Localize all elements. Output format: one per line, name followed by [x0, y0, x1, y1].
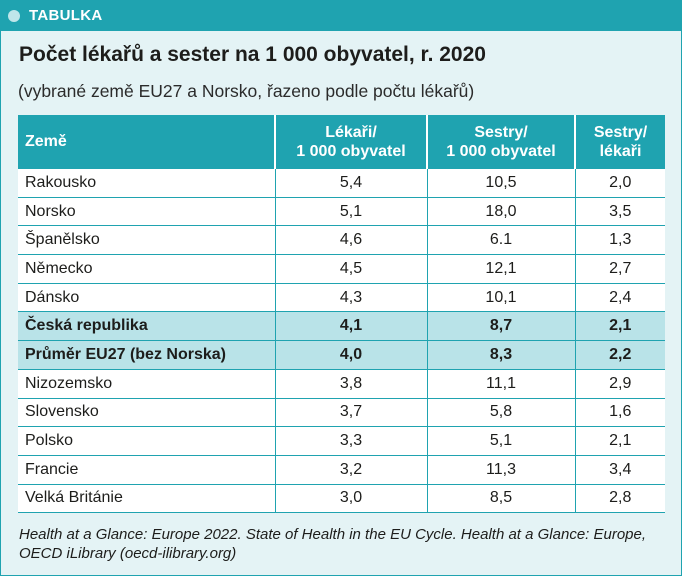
- cell-ratio: 2,2: [574, 340, 665, 370]
- cell-ratio: 2,8: [574, 483, 665, 514]
- hexagon-icon: [8, 10, 20, 22]
- cell-doctors: 3,7: [274, 397, 427, 427]
- cell-country: Německo: [18, 254, 275, 284]
- cell-doctors: 3,3: [274, 426, 427, 456]
- cell-doctors: 3,8: [274, 368, 427, 398]
- cell-doctors: 4,1: [274, 311, 427, 341]
- cell-ratio: 2,7: [574, 254, 665, 284]
- cell-ratio: 2,1: [574, 426, 665, 456]
- cell-ratio: 2,0: [574, 168, 665, 198]
- table-row: Španělsko 4,6 6.1 1,3: [18, 225, 665, 255]
- cell-country: Slovensko: [18, 397, 275, 427]
- header-nurses-line2: 1 000 obyvatel: [446, 142, 556, 160]
- cell-nurses: 11,1: [426, 368, 575, 398]
- cell-country: Průměr EU27 (bez Norska): [18, 340, 275, 370]
- table-row: Německo 4,5 12,1 2,7: [18, 254, 665, 284]
- cell-country: Španělsko: [18, 225, 275, 255]
- cell-country: Polsko: [18, 426, 275, 456]
- header-doctors-line2: 1 000 obyvatel: [296, 142, 406, 160]
- header-ratio-line1: Sestry/: [593, 123, 648, 141]
- cell-doctors: 4,0: [274, 340, 427, 370]
- table-row: Průměr EU27 (bez Norska) 4,0 8,3 2,2: [18, 340, 665, 370]
- header-doctors-line1: Lékaři/: [325, 123, 377, 141]
- cell-doctors: 5,4: [274, 168, 427, 198]
- header-country-label: Země: [25, 133, 67, 150]
- table-row: Norsko 5,1 18,0 3,5: [18, 196, 665, 226]
- header-nurses-line1: Sestry/: [474, 123, 528, 141]
- cell-doctors: 4,3: [274, 282, 427, 312]
- cell-nurses: 10,1: [426, 282, 575, 312]
- cell-country: Velká Británie: [18, 483, 275, 514]
- cell-ratio: 1,6: [574, 397, 665, 427]
- header-country: Země: [18, 115, 275, 169]
- cell-ratio: 2,1: [574, 311, 665, 341]
- source-note: Health at a Glance: Europe 2022. State o…: [19, 526, 647, 562]
- data-table: Země Lékaři/ 1 000 obyvatel Sestry/ 1 00…: [18, 115, 665, 514]
- cell-country: Dánsko: [18, 282, 275, 312]
- table-row: Francie 3,2 11,3 3,4: [18, 454, 665, 485]
- cell-nurses: 5,8: [426, 397, 575, 427]
- cell-nurses: 5,1: [426, 426, 575, 456]
- cell-doctors: 4,6: [274, 225, 427, 255]
- table-row: Dánsko 4,3 10,1 2,4: [18, 282, 665, 312]
- table-subtitle: (vybrané země EU27 a Norsko, řazeno podl…: [18, 81, 475, 101]
- cell-nurses: 12,1: [426, 254, 575, 284]
- cell-doctors: 3,2: [274, 454, 427, 485]
- header-doctors: Lékaři/ 1 000 obyvatel: [274, 115, 427, 169]
- cell-country: Nizozemsko: [18, 368, 275, 398]
- header-nurses: Sestry/ 1 000 obyvatel: [426, 115, 575, 169]
- table-header-row: Země Lékaři/ 1 000 obyvatel Sestry/ 1 00…: [18, 115, 665, 169]
- cell-country: Francie: [18, 454, 275, 485]
- cell-doctors: 4,5: [274, 254, 427, 284]
- cell-doctors: 3,0: [274, 483, 427, 514]
- cell-nurses: 10,5: [426, 168, 575, 198]
- cell-ratio: 1,3: [574, 225, 665, 255]
- cell-country: Norsko: [18, 196, 275, 226]
- cell-nurses: 8,7: [426, 311, 575, 341]
- cell-nurses: 6.1: [426, 225, 575, 255]
- table-row: Polsko 3,3 5,1 2,1: [18, 426, 665, 456]
- cell-nurses: 11,3: [426, 454, 575, 485]
- tag-bar: TABULKA: [1, 1, 681, 31]
- table-body: Rakousko 5,4 10,5 2,0 Norsko 5,1 18,0 3,5 Španěl…: [18, 168, 665, 514]
- table-row: Rakousko 5,4 10,5 2,0: [18, 168, 665, 198]
- table-row: Velká Británie 3,0 8,5 2,8: [18, 483, 665, 514]
- cell-doctors: 5,1: [274, 196, 427, 226]
- cell-ratio: 3,5: [574, 196, 665, 226]
- cell-nurses: 8,3: [426, 340, 575, 370]
- cell-country: Česká republika: [18, 311, 275, 341]
- cell-country: Rakousko: [18, 168, 275, 198]
- table-row: Slovensko 3,7 5,8 1,6: [18, 397, 665, 427]
- table-row: Česká republika 4,1 8,7 2,1: [18, 311, 665, 341]
- cell-ratio: 3,4: [574, 454, 665, 485]
- cell-nurses: 8,5: [426, 483, 575, 514]
- cell-ratio: 2,4: [574, 282, 665, 312]
- table-title: Počet lékařů a sester na 1 000 obyvatel,…: [19, 43, 486, 66]
- header-ratio-line2: lékaři: [599, 142, 642, 160]
- cell-ratio: 2,9: [574, 368, 665, 398]
- table-row: Nizozemsko 3,8 11,1 2,9: [18, 368, 665, 398]
- tag-label: TABULKA: [29, 7, 103, 24]
- cell-nurses: 18,0: [426, 196, 575, 226]
- header-ratio: Sestry/ lékaři: [574, 115, 665, 169]
